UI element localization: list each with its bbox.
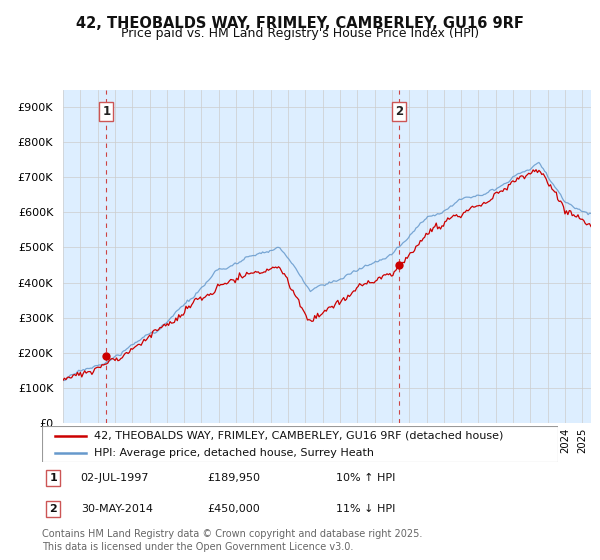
Text: 1: 1 xyxy=(102,105,110,118)
Text: 11% ↓ HPI: 11% ↓ HPI xyxy=(336,504,395,514)
Text: 02-JUL-1997: 02-JUL-1997 xyxy=(80,473,149,483)
Text: £189,950: £189,950 xyxy=(207,473,260,483)
Text: 42, THEOBALDS WAY, FRIMLEY, CAMBERLEY, GU16 9RF (detached house): 42, THEOBALDS WAY, FRIMLEY, CAMBERLEY, G… xyxy=(94,431,503,441)
Text: 10% ↑ HPI: 10% ↑ HPI xyxy=(336,473,395,483)
Text: 30-MAY-2014: 30-MAY-2014 xyxy=(80,504,152,514)
Text: Contains HM Land Registry data © Crown copyright and database right 2025.
This d: Contains HM Land Registry data © Crown c… xyxy=(42,529,422,552)
Text: 2: 2 xyxy=(395,105,403,118)
Text: HPI: Average price, detached house, Surrey Heath: HPI: Average price, detached house, Surr… xyxy=(94,447,374,458)
Text: Price paid vs. HM Land Registry's House Price Index (HPI): Price paid vs. HM Land Registry's House … xyxy=(121,27,479,40)
Text: 42, THEOBALDS WAY, FRIMLEY, CAMBERLEY, GU16 9RF: 42, THEOBALDS WAY, FRIMLEY, CAMBERLEY, G… xyxy=(76,16,524,31)
Text: £450,000: £450,000 xyxy=(207,504,260,514)
Text: 1: 1 xyxy=(49,473,57,483)
FancyBboxPatch shape xyxy=(42,426,558,462)
Text: 2: 2 xyxy=(49,504,57,514)
